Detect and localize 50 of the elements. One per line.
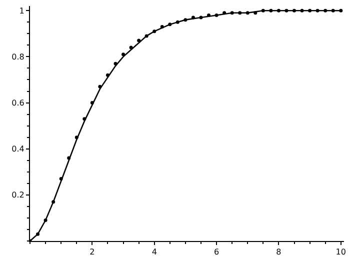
point [300,8,304,12]
point [230,11,234,15]
y-tick-label: 0.4 [12,144,24,154]
x-tick-label: 10 [336,248,346,257]
point [284,8,288,12]
point [98,84,102,88]
y-tick-label: 0.2 [12,190,24,200]
point [308,8,312,12]
point [106,73,110,77]
point [254,11,258,15]
point [191,16,195,20]
point [324,8,328,12]
point [52,200,56,204]
point [331,8,335,12]
point [184,18,188,22]
point [144,34,148,38]
y-tick-label: 1 [19,6,24,16]
point [160,24,164,28]
y-tick-label: 0.6 [12,98,24,108]
point [67,156,71,160]
point [199,16,203,20]
point [276,8,280,12]
x-tick-label: 8 [276,248,282,257]
point [90,101,94,105]
point [36,232,40,236]
point [122,52,126,56]
point [59,177,63,181]
point [292,8,296,12]
point [316,8,320,12]
y-tick-label: 0.8 [12,52,24,62]
point [74,136,78,140]
point [222,11,226,15]
point [214,13,218,17]
point [261,8,265,12]
point [207,13,211,17]
point [339,8,343,12]
point [246,11,250,15]
x-tick-label: 6 [214,248,220,257]
point [269,8,273,12]
point [152,30,156,34]
point [168,22,172,26]
point [114,62,118,66]
point [176,20,180,24]
point [44,218,48,222]
point [82,117,86,121]
point [238,11,242,15]
x-tick-label: 2 [90,248,95,257]
point [129,46,133,50]
point [137,38,141,42]
x-tick-label: 4 [152,248,157,257]
